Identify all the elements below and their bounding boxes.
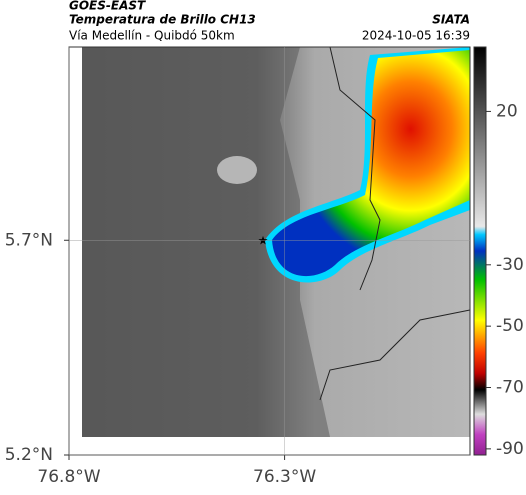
y-tick-label: 5.2°N — [5, 445, 53, 465]
colorbar-tick-label: 20 — [496, 101, 518, 121]
x-tick-label: 76.8°W — [37, 467, 100, 487]
colorbar-tick-label: -50 — [496, 316, 524, 336]
colorbar — [473, 46, 487, 456]
y-tick-label: 5.7°N — [5, 230, 53, 250]
colorbar-tick-label: -90 — [496, 439, 524, 459]
colorbar-tick-label: -30 — [496, 255, 524, 275]
x-tick-label: 76.3°W — [253, 467, 316, 487]
satellite-image — [82, 47, 470, 437]
source: GOES-EAST — [69, 0, 146, 13]
colorbar-tick-label: -70 — [496, 378, 524, 398]
brand: SIATA — [432, 13, 470, 27]
subtitle: Vía Medellín - Quibdó 50km — [69, 29, 235, 43]
timestamp: 2024-10-05 16:39 — [362, 29, 470, 43]
title: Temperatura de Brillo CH13 — [69, 13, 256, 27]
